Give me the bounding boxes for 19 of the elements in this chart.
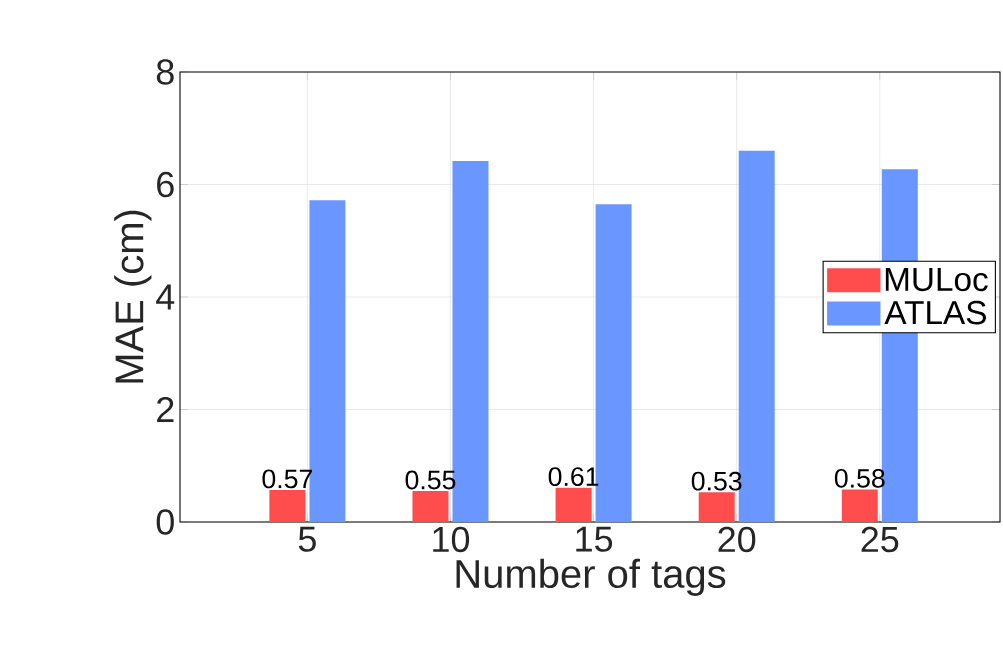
bar <box>269 489 306 522</box>
x-axis-title: Number of tags <box>456 558 726 596</box>
y-tick-label: 6 <box>157 171 174 198</box>
x-tick-label: 25 <box>861 526 899 553</box>
y-axis-title: MAE (cm) <box>114 210 152 383</box>
legend-label: MULoc <box>885 267 988 292</box>
y-tick-label: 4 <box>156 284 175 310</box>
x-tick-label: 15 <box>576 526 613 552</box>
x-tick-label: 5 <box>298 526 316 552</box>
bar <box>555 487 592 522</box>
x-tick-label: 20 <box>718 526 756 553</box>
y-tick-label: 8 <box>156 59 174 85</box>
x-tick-label: 10 <box>433 526 470 553</box>
legend-label: ATLAS <box>884 300 986 325</box>
bar <box>412 491 449 522</box>
bar <box>698 492 735 522</box>
y-tick-label: 2 <box>157 396 174 423</box>
bar <box>841 489 878 522</box>
y-tick-label: 0 <box>156 509 174 535</box>
